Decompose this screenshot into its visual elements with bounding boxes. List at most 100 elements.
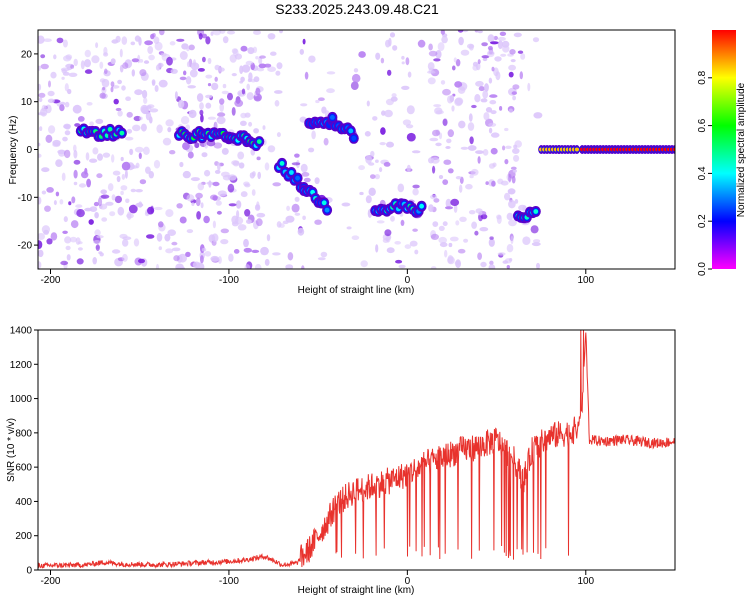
snr-axes: -200 -100 0 100 1400 1200 1000 800 600 400 200 0 [10,326,595,588]
noise-speckle [86,102,93,106]
noise-speckle [264,162,270,171]
noise-speckle [73,159,81,165]
spectrogram-y-label: Frequency (Hz) [8,116,19,185]
noise-speckle [520,53,526,60]
noise-speckle [143,146,150,155]
noise-speckle [465,183,473,190]
colorbar-label: Normalized spectral amplitude [736,82,747,217]
noise-speckle [97,153,103,161]
noise-speckle [164,233,171,242]
noise-speckle [358,51,366,58]
noise-speckle [512,169,517,173]
noise-speckle [185,251,191,258]
noise-speckle [438,175,444,179]
noise-speckle [489,236,494,240]
track-core [295,175,300,181]
noise-speckle [507,188,516,195]
noise-speckle [251,249,260,253]
noise-speckle [474,230,479,236]
noise-speckle [53,54,57,60]
noise-speckle [99,61,104,69]
noise-speckle [505,145,512,149]
noise-speckle [406,132,416,142]
noise-speckle [85,152,90,161]
noise-speckle [488,122,497,127]
noise-speckle [48,80,51,88]
noise-speckle [153,206,163,211]
noise-speckle [38,196,42,205]
noise-speckle [70,220,79,229]
noise-speckle [517,50,524,54]
noise-speckle [45,134,53,143]
noise-speckle [478,211,483,216]
noise-speckle [497,36,506,41]
noise-speckle [358,165,365,171]
noise-speckle [494,56,502,62]
noise-speckle [512,84,520,90]
noise-speckle [153,36,160,44]
noise-speckle [219,98,225,105]
noise-speckle [205,102,212,109]
chart-title: S233.2025.243.09.48.C21 [275,1,439,17]
noise-speckle [303,177,311,183]
noise-speckle [76,209,85,218]
noise-speckle [233,48,239,57]
noise-speckle [267,145,276,153]
noise-speckle [530,225,539,234]
noise-speckle [78,183,87,188]
noise-speckle [41,190,47,195]
noise-speckle [398,264,406,269]
noise-speckle [384,109,393,118]
noise-speckle [130,41,136,46]
noise-speckle [326,71,336,75]
noise-speckle [100,194,110,199]
noise-speckle [427,70,436,74]
noise-speckle [267,33,276,40]
noise-speckle [68,72,78,78]
noise-speckle [240,120,247,127]
noise-speckle [497,40,503,49]
noise-speckle [40,54,46,59]
noise-speckle [133,238,140,247]
snr-plot-area [38,330,675,570]
noise-speckle [241,88,246,95]
noise-speckle [317,257,326,261]
noise-speckle [438,236,448,244]
noise-speckle [291,162,301,166]
noise-speckle [260,246,269,256]
noise-speckle [395,259,403,264]
noise-speckle [155,263,160,269]
noise-speckle [445,206,453,210]
noise-speckle [383,162,391,167]
noise-speckle [299,48,304,55]
noise-speckle [38,240,43,249]
noise-speckle [433,198,440,203]
noise-speckle [130,188,136,193]
noise-speckle [407,71,412,78]
noise-speckle [196,93,204,102]
noise-speckle [101,217,108,222]
noise-speckle [93,240,101,244]
noise-speckle [76,258,84,265]
noise-speckle [62,136,68,142]
noise-speckle [66,254,71,261]
noise-speckle [84,207,93,212]
noise-speckle [266,234,271,242]
noise-speckle [177,99,185,109]
noise-speckle [458,120,466,129]
noise-speckle [86,178,91,188]
noise-speckle [214,76,218,82]
noise-speckle [475,150,484,155]
noise-speckle [469,136,474,145]
noise-speckle [221,147,229,155]
noise-speckle [241,64,251,73]
noise-speckle [185,124,190,131]
noise-speckle [527,82,531,92]
noise-speckle [446,138,452,144]
noise-speckle [351,73,361,83]
noise-speckle [506,212,514,221]
noise-speckle [495,71,501,81]
noise-speckle [121,36,128,45]
noise-speckle [117,79,122,85]
noise-speckle [479,227,489,232]
